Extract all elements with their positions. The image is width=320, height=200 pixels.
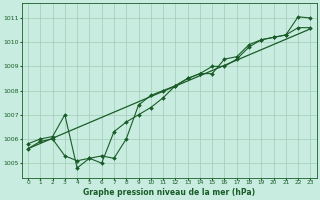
- X-axis label: Graphe pression niveau de la mer (hPa): Graphe pression niveau de la mer (hPa): [83, 188, 255, 197]
